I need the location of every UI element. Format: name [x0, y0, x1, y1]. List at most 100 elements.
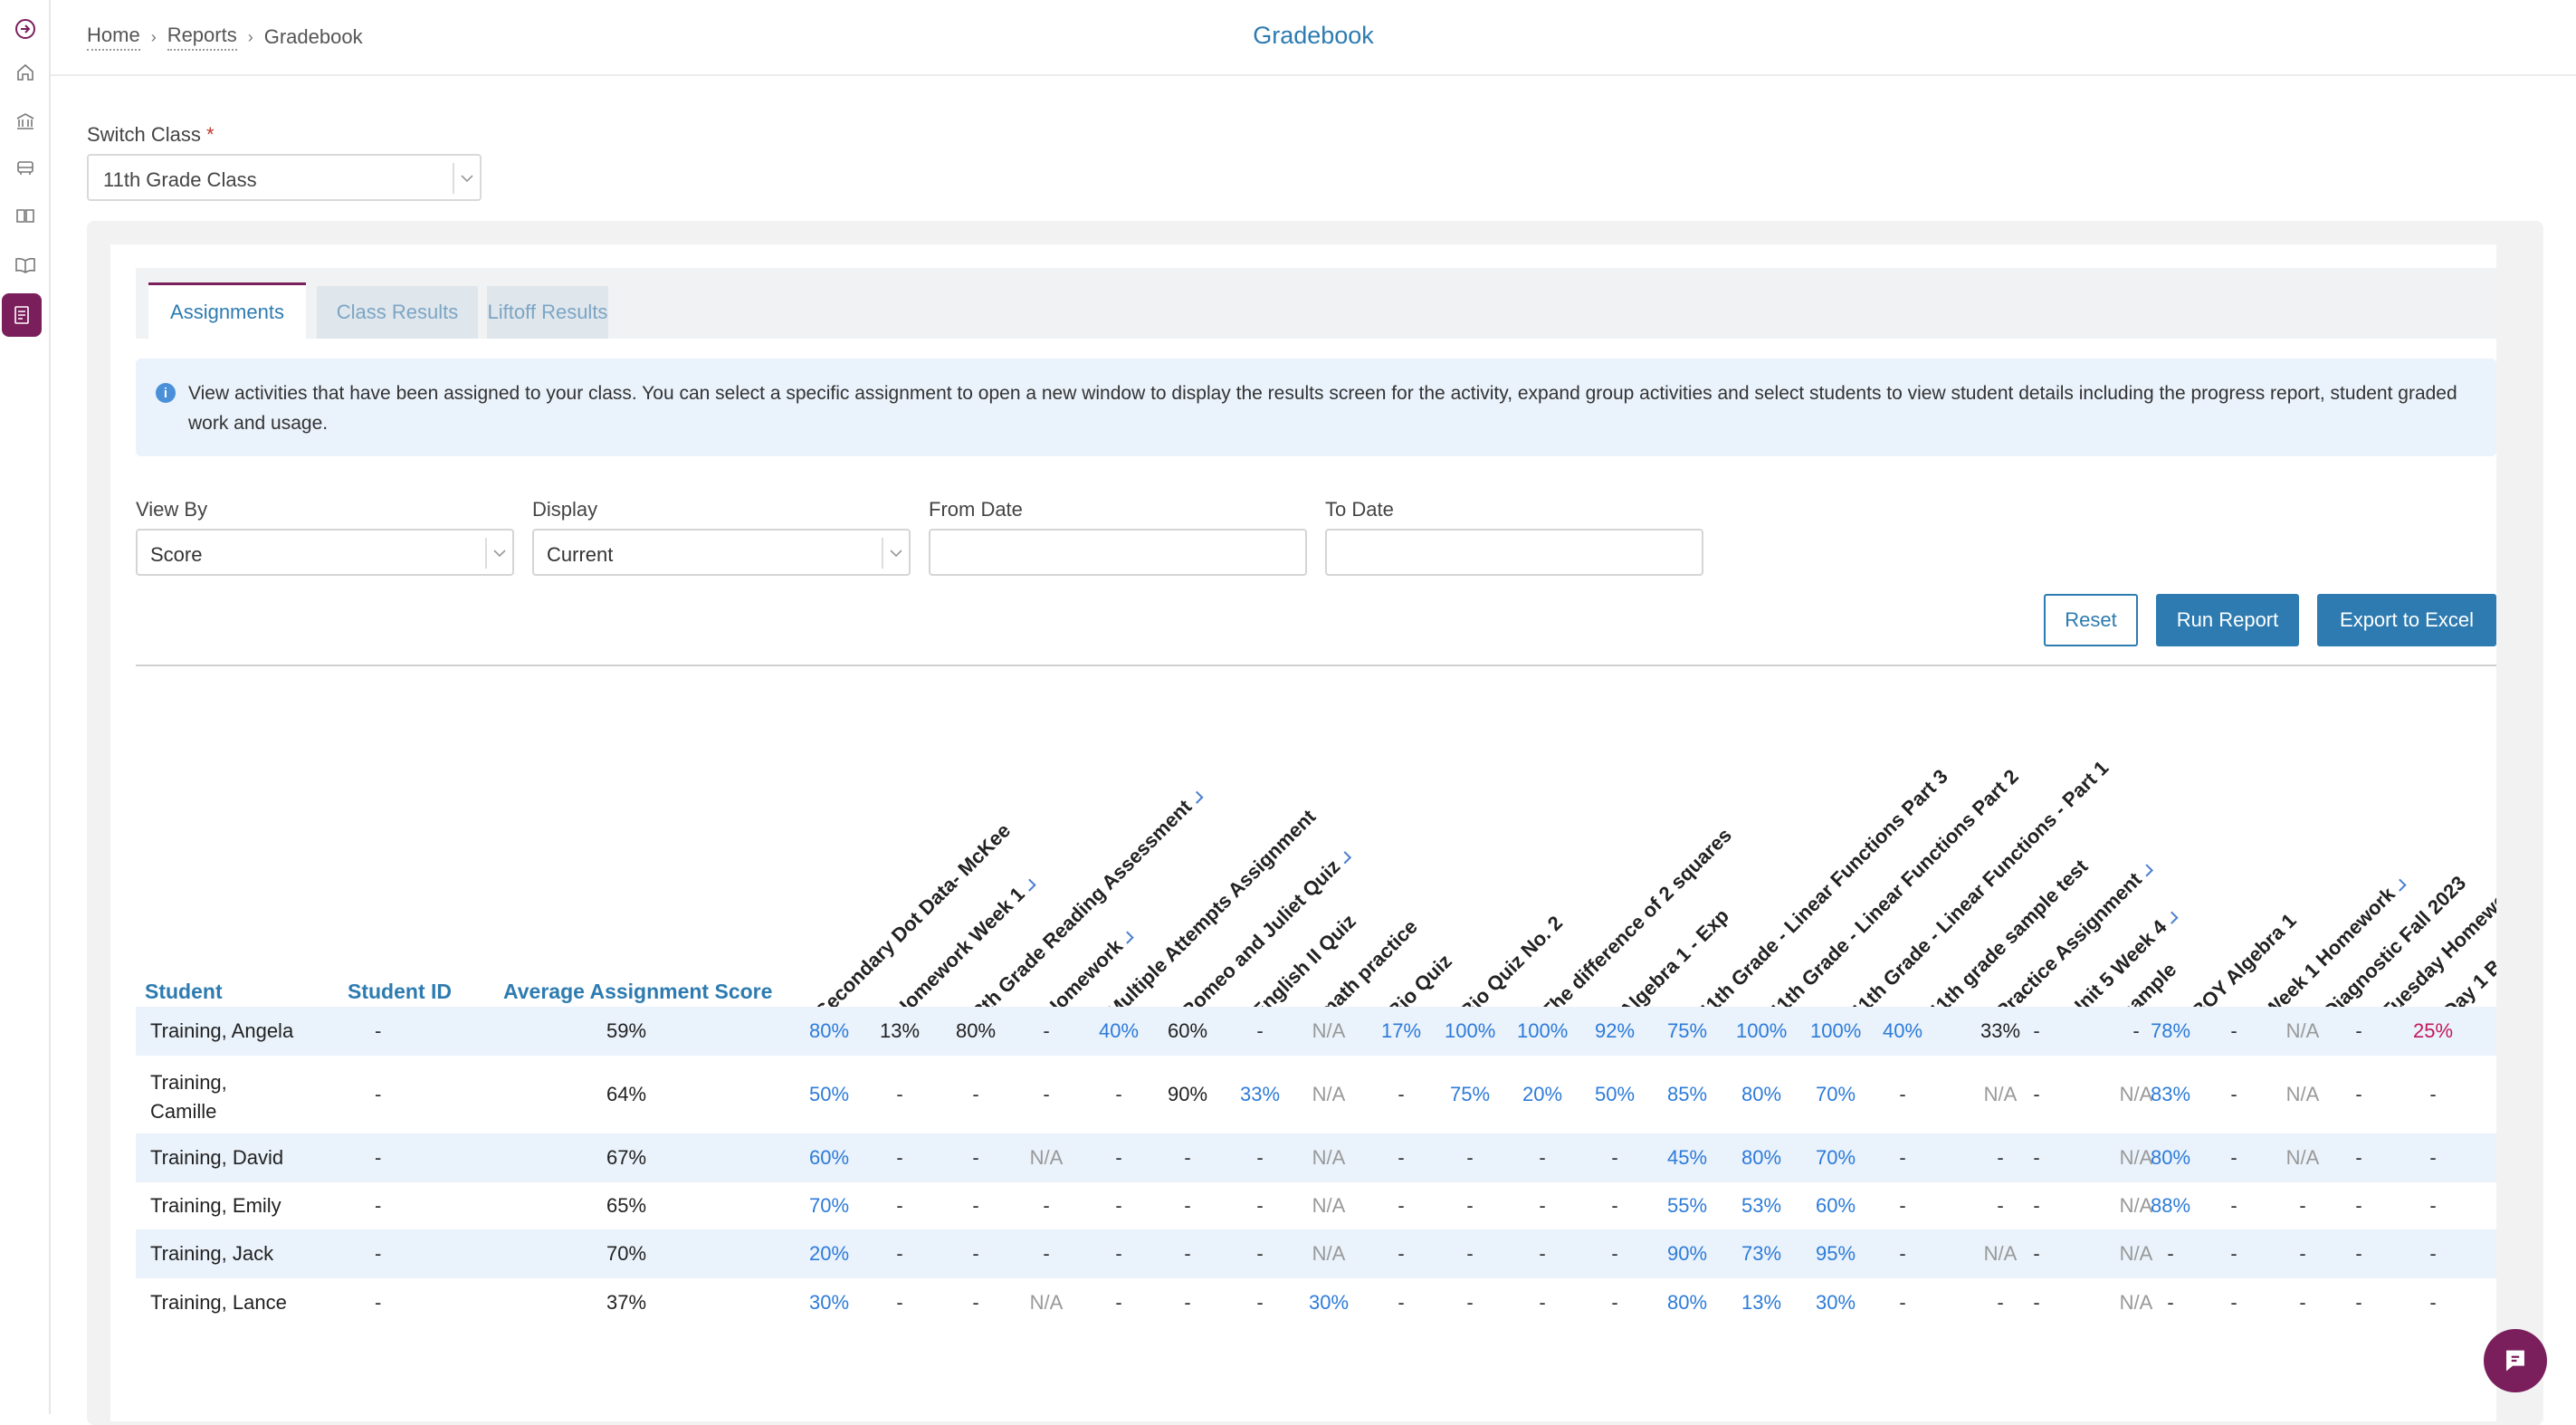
score-cell: -: [2230, 1194, 2237, 1217]
score-cell[interactable]: 100%: [1736, 1019, 1788, 1042]
score-cell[interactable]: 70%: [808, 1194, 850, 1217]
score-cell[interactable]: 25%: [2412, 1019, 2454, 1042]
score-cell: -: [2429, 1146, 2437, 1169]
score-cell[interactable]: 100%: [1517, 1019, 1569, 1042]
score-cell[interactable]: 80%: [1666, 1291, 1708, 1314]
expand-group-icon[interactable]: [1190, 791, 1204, 805]
score-cell[interactable]: 80%: [2150, 1146, 2191, 1169]
student-name[interactable]: Training, David: [150, 1143, 283, 1172]
run-report-button[interactable]: Run Report: [2156, 594, 2299, 646]
table-row[interactable]: Training, David - 67% 60% - - N/A - - - N/A - - - - 45%…: [136, 1133, 2496, 1182]
score-cell[interactable]: 45%: [1666, 1146, 1708, 1169]
score-cell[interactable]: 50%: [1594, 1083, 1636, 1105]
score-cell[interactable]: 33%: [1239, 1083, 1281, 1105]
export-excel-button[interactable]: Export to Excel: [2317, 594, 2496, 646]
institution-icon[interactable]: [7, 103, 43, 139]
score-cell[interactable]: 50%: [808, 1083, 850, 1105]
expand-group-icon[interactable]: [2140, 864, 2153, 877]
student-name[interactable]: Training, Emily: [150, 1191, 281, 1220]
score-cell: -: [896, 1146, 903, 1169]
score-cell[interactable]: 75%: [1666, 1019, 1708, 1042]
expand-group-icon[interactable]: [2165, 911, 2179, 925]
expand-group-icon[interactable]: [1338, 851, 1352, 865]
score-cell[interactable]: 13%: [1741, 1291, 1782, 1314]
divider: [136, 665, 2496, 666]
student-name[interactable]: Training, Angela: [150, 1017, 293, 1046]
score-cell[interactable]: 20%: [1522, 1083, 1563, 1105]
score-cell[interactable]: 30%: [808, 1291, 850, 1314]
open-book-icon[interactable]: [7, 246, 43, 282]
bus-icon[interactable]: [7, 150, 43, 186]
view-by-select[interactable]: Score: [136, 529, 514, 576]
average-score-header[interactable]: Average Assignment Score: [503, 980, 773, 1003]
gradebook-icon[interactable]: [2, 293, 42, 337]
home-icon[interactable]: [7, 54, 43, 91]
score-cell[interactable]: 55%: [1666, 1194, 1708, 1217]
score-cell[interactable]: 80%: [1741, 1083, 1782, 1105]
score-cell[interactable]: 90%: [1666, 1242, 1708, 1265]
score-cell: -: [2355, 1146, 2362, 1169]
score-cell[interactable]: 70%: [1815, 1083, 1856, 1105]
score-cell: -: [1899, 1194, 1906, 1217]
score-cell[interactable]: 80%: [808, 1019, 850, 1042]
from-date-input[interactable]: [929, 529, 1307, 576]
table-row[interactable]: Training, Lance -37% 30% - - N/A - - -30% - - - -80%…: [136, 1278, 2496, 1327]
breadcrumb-home[interactable]: Home: [87, 24, 140, 51]
score-cell[interactable]: 53%: [1741, 1194, 1782, 1217]
score-cell[interactable]: 40%: [1882, 1019, 1923, 1042]
student-id-header[interactable]: Student ID: [348, 980, 452, 1003]
switch-class-select[interactable]: 11th Grade Class: [87, 154, 482, 201]
score-cell[interactable]: 83%: [2150, 1083, 2191, 1105]
score-cell[interactable]: 92%: [1594, 1019, 1636, 1042]
expand-group-icon[interactable]: [1121, 931, 1134, 944]
score-cell[interactable]: 85%: [1666, 1083, 1708, 1105]
score-cell[interactable]: 80%: [1741, 1146, 1782, 1169]
score-cell[interactable]: 78%: [2150, 1019, 2191, 1042]
score-cell[interactable]: 30%: [1815, 1291, 1856, 1314]
expand-group-icon[interactable]: [2393, 878, 2407, 892]
score-cell: -: [1115, 1194, 1122, 1217]
score-cell[interactable]: 60%: [808, 1146, 850, 1169]
student-name[interactable]: Training, Jack: [150, 1239, 273, 1268]
to-date-input[interactable]: [1325, 529, 1703, 576]
table-row[interactable]: Training, Angela - 59% 80% 13% 80% - 40% 60% - N/A…: [136, 1007, 2496, 1056]
table-row[interactable]: Training, Camille -64% 50% - - - -90% 33% N/A -75%…: [136, 1056, 2496, 1133]
switch-class-label: Switch Class *: [87, 123, 215, 146]
score-cell[interactable]: 40%: [1098, 1019, 1140, 1042]
score-cell[interactable]: 100%: [1445, 1019, 1496, 1042]
book-icon[interactable]: [7, 197, 43, 234]
score-cell[interactable]: 75%: [1449, 1083, 1491, 1105]
assignment-title[interactable]: 11th Grade - Linear Functions Part 3: [1694, 764, 1952, 1023]
table-row[interactable]: Training, Jack -70% 20% - - - - - - N/A - - - -90% 73%…: [136, 1229, 2496, 1278]
score-cell[interactable]: 88%: [2150, 1194, 2191, 1217]
score-cell[interactable]: 30%: [1308, 1291, 1350, 1314]
score-cell[interactable]: 100%: [1810, 1019, 1862, 1042]
score-cell[interactable]: 73%: [1741, 1242, 1782, 1265]
chevron-down-icon: [485, 538, 512, 569]
score-cell[interactable]: 17%: [1380, 1019, 1422, 1042]
score-cell[interactable]: 20%: [808, 1242, 850, 1265]
breadcrumb-reports[interactable]: Reports: [167, 24, 237, 51]
assignment-title[interactable]: Homework Week 1: [889, 872, 1040, 1023]
chat-help-button[interactable]: [2484, 1329, 2547, 1392]
reset-button[interactable]: Reset: [2044, 594, 2138, 646]
student-name-line: Training, Emily: [150, 1194, 281, 1217]
score-cell[interactable]: 70%: [1815, 1146, 1856, 1169]
score-cell: N/A: [1983, 1083, 2018, 1105]
student-name[interactable]: Training, Camille: [150, 1068, 227, 1126]
score-cell[interactable]: 60%: [1815, 1194, 1856, 1217]
expand-group-icon[interactable]: [1023, 878, 1036, 892]
expand-arrow-icon[interactable]: [7, 11, 43, 47]
score-cell: -: [1466, 1242, 1474, 1265]
student-name[interactable]: Training, Lance: [150, 1288, 287, 1317]
student-header[interactable]: Student: [145, 980, 223, 1003]
tab-class-results[interactable]: Class Results: [317, 286, 478, 339]
score-cell[interactable]: 95%: [1815, 1242, 1856, 1265]
tab-assignments[interactable]: Assignments: [148, 282, 306, 339]
score-cell: -: [1398, 1146, 1405, 1169]
info-text: View activities that have been assigned …: [188, 383, 2457, 434]
table-row[interactable]: Training, Emily - 65% 70% - - - - - - N/A - - - - 55% 53…: [136, 1182, 2496, 1229]
student-id-cell: -: [375, 1083, 382, 1105]
display-select[interactable]: Current: [532, 529, 911, 576]
tab-liftoff-results[interactable]: Liftoff Results: [487, 286, 608, 339]
